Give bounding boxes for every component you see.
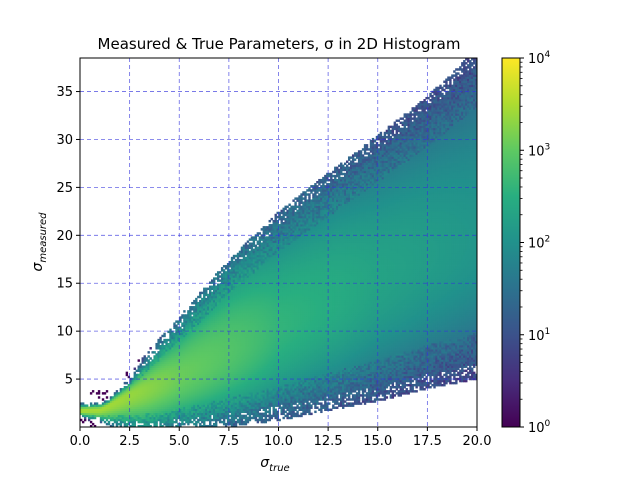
plot-area <box>80 58 477 427</box>
heatmap-cell <box>183 310 185 312</box>
heatmap-cell <box>106 390 108 392</box>
heatmap-cell <box>138 359 140 361</box>
chart-title: Measured & True Parameters, σ in 2D Hist… <box>98 35 461 53</box>
heatmap-cell <box>163 333 165 335</box>
heatmap-cell <box>126 372 128 374</box>
heatmap-cell <box>92 390 94 392</box>
heatmap-cell <box>98 390 100 392</box>
heatmap-cell <box>106 396 108 398</box>
heatmap-cell <box>98 396 100 398</box>
heatmap-cell <box>147 351 149 353</box>
heatmap-cell <box>149 347 151 349</box>
